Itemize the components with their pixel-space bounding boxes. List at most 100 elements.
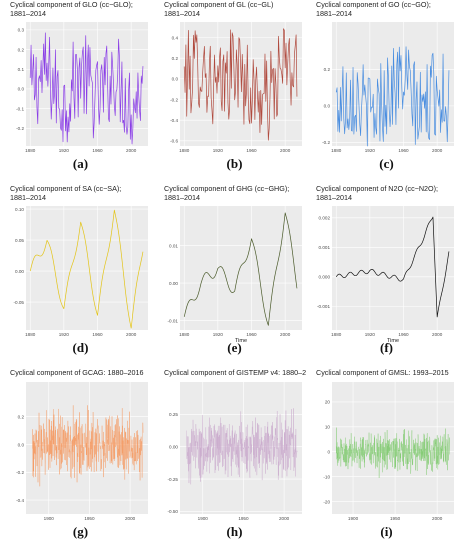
series-line — [335, 46, 450, 147]
x-tick-label: 1920 — [59, 332, 70, 337]
y-tick-label: -0.6 — [170, 139, 178, 144]
plot-background — [332, 206, 454, 330]
x-tick-label: 2000 — [126, 148, 137, 153]
y-tick-label: 0.2 — [172, 56, 179, 61]
y-tick-label: 0.01 — [169, 243, 178, 248]
plot-background — [26, 206, 148, 330]
x-tick-label: 1960 — [398, 148, 409, 153]
y-tick-label: 0.3 — [18, 28, 25, 33]
x-tick-label: 1960 — [246, 148, 257, 153]
y-tick-label: -0.4 — [16, 498, 24, 503]
chart-f: -0.001 0.000 0.001 0.002 1880 1920 1960 2000 Tim… — [317, 206, 454, 344]
chart-title-a: Cyclical component of GLO (cc−GLO); 1881… — [10, 0, 133, 18]
x-tick-label: 2000 — [279, 516, 290, 521]
y-tick-label: -0.2 — [322, 140, 330, 145]
x-tick-label: 1880 — [179, 332, 190, 337]
x-tick-label: 2000 — [432, 148, 443, 153]
y-tick-label: -0.2 — [16, 470, 24, 475]
panel-label-e: (e) — [227, 340, 242, 355]
series-line — [29, 209, 144, 329]
x-tick-label: 1920 — [213, 332, 224, 337]
chart-title-b: Cyclical component of GL (cc−GL) 1881–20… — [164, 0, 274, 18]
x-tick-label: 1950 — [390, 516, 401, 521]
panel-d: -0.05 0.00 0.05 0.10 1880 1920 1960 2000 Cyclic… — [8, 184, 153, 360]
x-tick-label: 1880 — [25, 148, 36, 153]
chart-c: -0.2 0.0 0.2 1880 1920 1960 2000 — [322, 22, 454, 153]
x-tick-label: 1880 — [331, 148, 342, 153]
panel-h: -0.50 -0.25 0.00 0.25 1900 1950 2000 Cyclical … — [162, 368, 307, 544]
series-line — [186, 408, 298, 485]
y-tick-label: -0.01 — [168, 318, 179, 323]
y-tick-label: -0.2 — [16, 126, 24, 131]
x-tick-label: 1920 — [213, 148, 224, 153]
y-tick-label: 0.2 — [18, 415, 25, 420]
x-tick-label: 1960 — [246, 332, 257, 337]
y-tick-label: -0.4 — [170, 118, 178, 123]
series-line — [336, 427, 450, 479]
panel-label-c: (c) — [379, 156, 394, 171]
y-tick-label: 0.0 — [18, 442, 25, 447]
plot-background — [180, 206, 302, 330]
panel-e: -0.01 0.00 0.01 1880 1920 1960 2000 Time Cyclic… — [162, 184, 307, 360]
chart-i: -20 -10 0 10 20 1900 1950 2000 — [323, 382, 454, 521]
chart-title-i: Cyclical component of GMSL: 1993–2015 — [316, 368, 449, 377]
panel-b: -0.6 -0.4 -0.2 0.0 0.2 0.4 1880 1920 1960 2000 Cy… — [162, 0, 307, 176]
x-tick-label: 2000 — [280, 332, 291, 337]
chart-b: -0.6 -0.4 -0.2 0.0 0.2 0.4 1880 1920 1960 2000 — [170, 22, 302, 153]
panel-g: -0.4 -0.2 0.0 0.2 1900 1950 2000 Cyclical comp… — [8, 368, 153, 544]
x-tick-label: 1960 — [92, 332, 103, 337]
x-tick-label: 1880 — [25, 332, 36, 337]
x-tick-label: 1950 — [238, 516, 249, 521]
y-tick-label: 0.001 — [319, 245, 331, 250]
x-tick-label: 1900 — [198, 516, 209, 521]
chart-title-g: Cyclical component of GCAG: 1880–2016 — [10, 368, 144, 377]
chart-e: -0.01 0.00 0.01 1880 1920 1960 2000 Time — [168, 206, 302, 344]
series-line — [183, 212, 298, 326]
series-line — [29, 32, 144, 145]
x-tick-label: 1960 — [92, 148, 103, 153]
y-tick-label: 0.10 — [15, 207, 24, 212]
y-tick-label: 0.0 — [18, 87, 25, 92]
panel-label-i: (i) — [380, 524, 393, 539]
y-tick-label: -0.50 — [168, 509, 179, 514]
y-tick-label: 0 — [327, 450, 330, 455]
y-tick-label: -0.1 — [16, 106, 24, 111]
chart-g: -0.4 -0.2 0.0 0.2 1900 1950 2000 — [16, 382, 148, 521]
y-tick-label: 0.1 — [18, 67, 25, 72]
y-tick-label: -10 — [323, 474, 330, 479]
x-tick-label: 1920 — [365, 332, 376, 337]
panel-f: -0.001 0.000 0.001 0.002 1880 1920 1960 2000 Tim… — [314, 184, 459, 360]
chart-title-h: Cyclical component of GISTEMP v4: 1880–2 — [164, 368, 307, 377]
y-tick-label: -0.25 — [168, 477, 179, 482]
y-tick-label: -20 — [323, 499, 330, 504]
y-tick-label: 0.0 — [172, 77, 179, 82]
y-tick-label: 10 — [325, 425, 331, 430]
series-line — [183, 28, 298, 141]
x-tick-label: 1880 — [331, 332, 342, 337]
panel-label-b: (b) — [226, 156, 243, 171]
x-tick-label: 1920 — [59, 148, 70, 153]
panel-i: -20 -10 0 10 20 1900 1950 2000 Cyclical compone… — [314, 368, 459, 544]
x-tick-label: 1880 — [179, 148, 190, 153]
x-tick-label: 1900 — [44, 516, 55, 521]
chart-a: -0.2 -0.1 0.0 0.1 0.2 0.3 1880 1920 1960 2000 — [16, 22, 148, 153]
y-tick-label: 0.00 — [169, 445, 178, 450]
chart-title-f: Cyclical component of N2O (cc−N2O); 1881… — [316, 184, 439, 202]
panel-label-a: (a) — [72, 156, 89, 171]
y-tick-label: 0.00 — [15, 269, 24, 274]
panel-label-d: (d) — [72, 340, 89, 355]
y-tick-label: 0.002 — [319, 216, 331, 221]
panel-label-f: (f) — [380, 340, 393, 355]
x-tick-label: 1900 — [348, 516, 359, 521]
y-tick-label: 0.0 — [324, 104, 331, 109]
y-tick-label: 0.2 — [324, 67, 331, 72]
chart-h: -0.50 -0.25 0.00 0.25 1900 1950 2000 — [168, 382, 302, 521]
y-tick-label: -0.001 — [317, 304, 330, 309]
x-axis-label: Time — [387, 338, 399, 344]
y-tick-label: 0.00 — [169, 281, 178, 286]
chart-d: -0.05 0.00 0.05 0.10 1880 1920 1960 2000 — [14, 206, 148, 337]
x-tick-label: 2000 — [125, 516, 136, 521]
x-tick-label: 2000 — [126, 332, 137, 337]
y-tick-label: 0.000 — [319, 275, 331, 280]
series-line — [32, 405, 144, 487]
